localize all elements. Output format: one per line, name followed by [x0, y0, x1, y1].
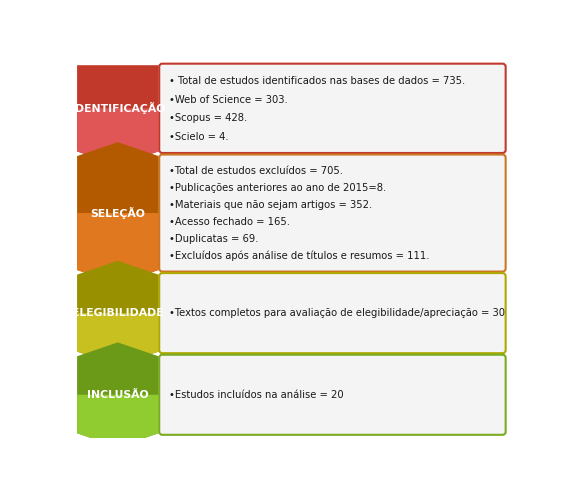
Polygon shape: [77, 108, 158, 165]
Polygon shape: [77, 313, 158, 366]
Text: ELEGIBILIDADE: ELEGIBILIDADE: [72, 308, 163, 318]
FancyBboxPatch shape: [159, 355, 506, 435]
Polygon shape: [77, 213, 158, 284]
Text: INCLUSÃO: INCLUSÃO: [87, 390, 149, 400]
Text: •Scielo = 4.: •Scielo = 4.: [168, 132, 228, 142]
Text: •Duplicatas = 69.: •Duplicatas = 69.: [168, 234, 258, 244]
Text: •Textos completos para avaliação de elegibilidade/apreciação = 30: •Textos completos para avaliação de eleg…: [168, 308, 505, 318]
Polygon shape: [77, 142, 158, 284]
Text: •Materiais que não sejam artigos = 352.: •Materiais que não sejam artigos = 352.: [168, 200, 372, 211]
Text: •Estudos incluídos na análise = 20: •Estudos incluídos na análise = 20: [168, 390, 343, 400]
Text: •Web of Science = 303.: •Web of Science = 303.: [168, 95, 287, 105]
FancyBboxPatch shape: [159, 273, 506, 353]
Polygon shape: [77, 342, 158, 447]
Text: •Acesso fechado = 165.: •Acesso fechado = 165.: [168, 217, 290, 227]
Text: SELEÇÃO: SELEÇÃO: [90, 207, 145, 219]
Text: •Scopus = 428.: •Scopus = 428.: [168, 113, 247, 123]
FancyBboxPatch shape: [159, 154, 506, 272]
Polygon shape: [77, 65, 158, 165]
Polygon shape: [77, 395, 158, 447]
Text: • Total de estudos identificados nas bases de dados = 735.: • Total de estudos identificados nas bas…: [168, 76, 465, 87]
Text: •Publicações anteriores ao ano de 2015=8.: •Publicações anteriores ao ano de 2015=8…: [168, 184, 386, 193]
Text: IDENTIFICAÇÃO: IDENTIFICAÇÃO: [70, 102, 165, 114]
Text: •Total de estudos excluídos = 705.: •Total de estudos excluídos = 705.: [168, 166, 342, 177]
Polygon shape: [77, 261, 158, 366]
FancyBboxPatch shape: [159, 63, 506, 153]
Text: •Excluídos após análise de títulos e resumos = 111.: •Excluídos após análise de títulos e res…: [168, 251, 429, 261]
